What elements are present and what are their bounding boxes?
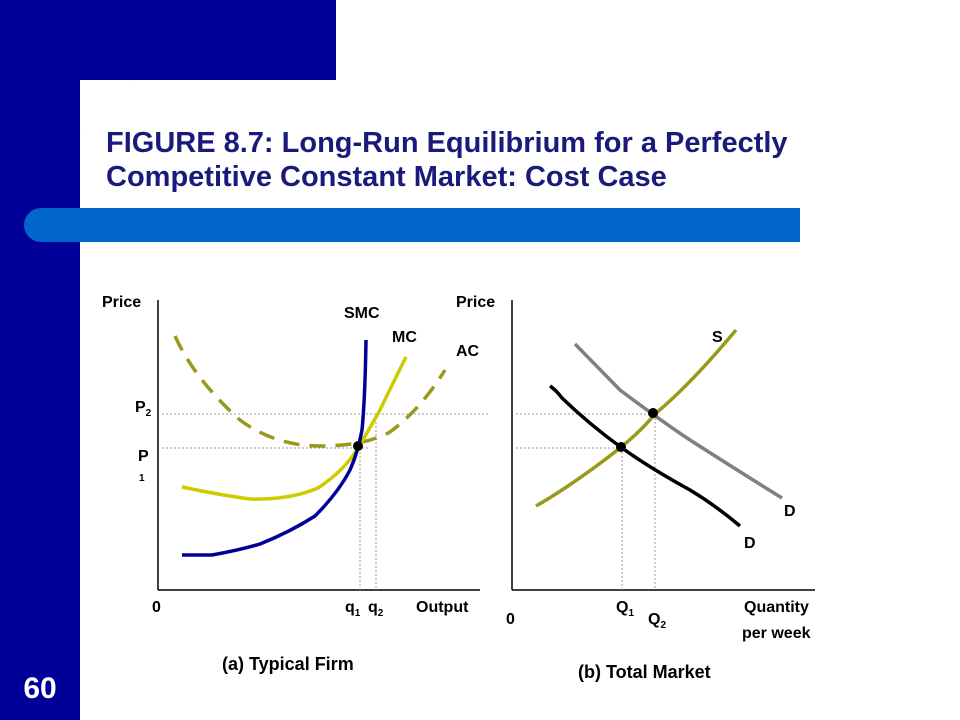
p1-label: P — [138, 448, 149, 465]
ac-curve — [173, 335, 447, 448]
panel-b-x-axis-label-line2: per week — [742, 625, 811, 642]
smc-label: SMC — [344, 305, 380, 322]
ac-label: AC — [456, 343, 480, 360]
supply-curve — [535, 328, 738, 508]
left-sidebar-bar — [0, 0, 80, 720]
panel-a-x-axis-label: Output — [416, 599, 469, 616]
panel-a-origin-label: 0 — [152, 599, 161, 616]
supply-label: S — [712, 329, 723, 346]
demand-new-label: D — [784, 503, 796, 520]
slide-title-line-1: FIGURE 8.7: Long-Run Equilibrium for a P… — [106, 127, 788, 159]
demand-curve-new — [573, 342, 783, 500]
panel-a-typical-firm: Price 0 Output P2 P 1 q1 q2 SMC MC AC (a… — [102, 294, 490, 674]
q2-label: q2 — [368, 599, 384, 619]
mc-curve — [181, 356, 408, 501]
slide-title-line-2: Competitive Constant Market: Cost Case — [106, 161, 667, 193]
panel-a-y-axis-label: Price — [102, 294, 141, 311]
demand-original-label: D — [744, 535, 756, 552]
panel-b-x-axis-label-line1: Quantity — [744, 599, 809, 616]
panel-b-total-market: Price 0 Quantity per week Q1 Q2 S D D (b… — [456, 294, 815, 682]
Q1-label: Q1 — [616, 599, 634, 619]
Q2-label: Q2 — [648, 611, 666, 631]
slide-title: FIGURE 8.7: Long-Run Equilibrium for a P… — [106, 126, 906, 194]
panel-a-caption: (a) Typical Firm — [222, 654, 354, 674]
title-bar-left-cap — [24, 208, 94, 242]
slide-number: 60 — [23, 672, 57, 705]
p1-label-subscript: 1 — [139, 473, 145, 484]
panel-b-initial-equilibrium — [616, 442, 626, 452]
mc-label: MC — [392, 329, 417, 346]
smc-curve — [182, 339, 368, 557]
panel-b-y-axis-label: Price — [456, 294, 495, 311]
panel-b-new-equilibrium — [648, 408, 658, 418]
panel-a-equilibrium-point — [353, 441, 363, 451]
panel-b-origin-label: 0 — [506, 611, 515, 628]
panel-b-caption: (b) Total Market — [578, 662, 711, 682]
q1-label: q1 — [345, 599, 361, 619]
p2-label: P2 — [135, 399, 152, 419]
